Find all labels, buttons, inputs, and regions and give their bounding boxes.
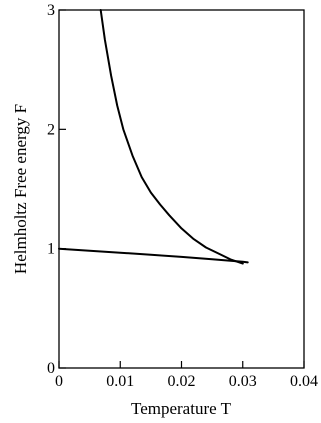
plot-frame: [58, 9, 305, 369]
x-axis-title: Temperature T: [131, 399, 232, 418]
y-axis-title: Helmholtz Free energy F: [11, 104, 30, 274]
y-tick-label: 3: [47, 2, 55, 19]
x-axis-ticks: 0 0.01 0.02 0.03 0.04: [55, 361, 318, 390]
series-line-2: [58, 247, 249, 264]
x-tick-label: 0: [55, 373, 63, 390]
y-tick-label: 0: [47, 360, 55, 377]
y-tick-label: 2: [47, 121, 55, 138]
x-tick-label: 0.01: [106, 373, 134, 390]
series-line-1: [99, 9, 244, 265]
x-tick-label: 0.04: [290, 373, 318, 390]
y-tick-label: 1: [47, 241, 55, 258]
series-layer: [58, 9, 249, 265]
y-axis-ticks: 0 1 2 3: [47, 2, 66, 377]
x-tick-label: 0.02: [168, 373, 196, 390]
x-tick-label: 0.03: [229, 373, 257, 390]
